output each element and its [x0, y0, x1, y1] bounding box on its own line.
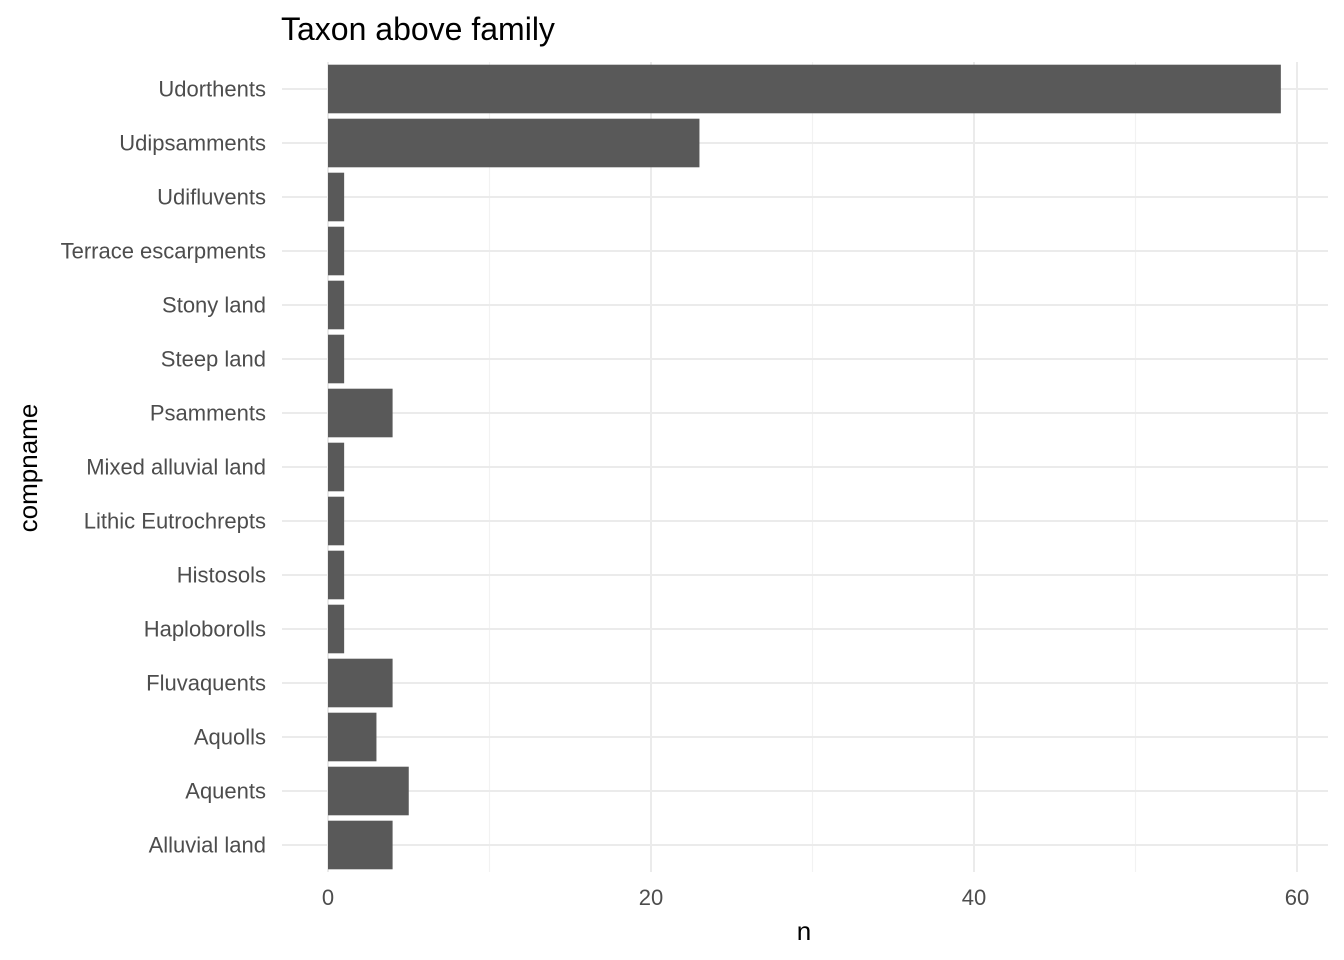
bar-aquents: [328, 766, 409, 816]
bar-haploborolls: [328, 604, 345, 654]
category-labels: Alluvial land Aquents Aquolls Fluvaquents Ha…: [61, 77, 266, 858]
y-tick-label: Psamments: [150, 401, 266, 426]
x-tick-label: 40: [962, 885, 986, 910]
bar-terrace-escarpments: [328, 226, 345, 276]
chart-title: Taxon above family: [281, 11, 555, 47]
y-axis-title: compname: [13, 404, 43, 533]
bar-alluvial-land: [328, 820, 393, 870]
x-tick-label: 0: [322, 885, 334, 910]
y-tick-label: Lithic Eutrochrepts: [84, 509, 266, 534]
x-tick-labels: 0 20 40 60: [322, 885, 1309, 910]
y-tick-label: Steep land: [161, 347, 266, 372]
y-tick-label: Mixed alluvial land: [86, 455, 266, 480]
bar-psamments: [328, 388, 393, 438]
y-tick-label: Histosols: [177, 563, 266, 588]
bar-stony-land: [328, 280, 345, 330]
bars-layer: [328, 64, 1281, 870]
bar-udipsamments: [328, 118, 700, 168]
y-tick-label: Alluvial land: [149, 833, 266, 858]
x-tick-label: 60: [1285, 885, 1309, 910]
bar-lithic-eutrochrepts: [328, 496, 345, 546]
y-tick-label: Terrace escarpments: [61, 239, 266, 264]
bar-histosols: [328, 550, 345, 600]
x-tick-label: 20: [639, 885, 663, 910]
bar-steep-land: [328, 334, 345, 384]
bar-udorthents: [328, 64, 1281, 114]
y-tick-label: Haploborolls: [144, 617, 266, 642]
y-tick-label: Stony land: [162, 293, 266, 318]
y-tick-label: Udorthents: [158, 77, 266, 102]
x-axis-title: n: [797, 916, 811, 946]
grid-layer: [282, 62, 1328, 872]
bar-udifluvents: [328, 172, 345, 222]
y-tick-label: Fluvaquents: [146, 671, 266, 696]
y-tick-label: Aquents: [185, 779, 266, 804]
y-tick-label: Udifluvents: [157, 185, 266, 210]
bar-mixed-alluvial-land: [328, 442, 345, 492]
bar-fluvaquents: [328, 658, 393, 708]
bar-aquolls: [328, 712, 377, 762]
y-tick-label: Aquolls: [194, 725, 266, 750]
y-tick-label: Udipsamments: [119, 131, 266, 156]
